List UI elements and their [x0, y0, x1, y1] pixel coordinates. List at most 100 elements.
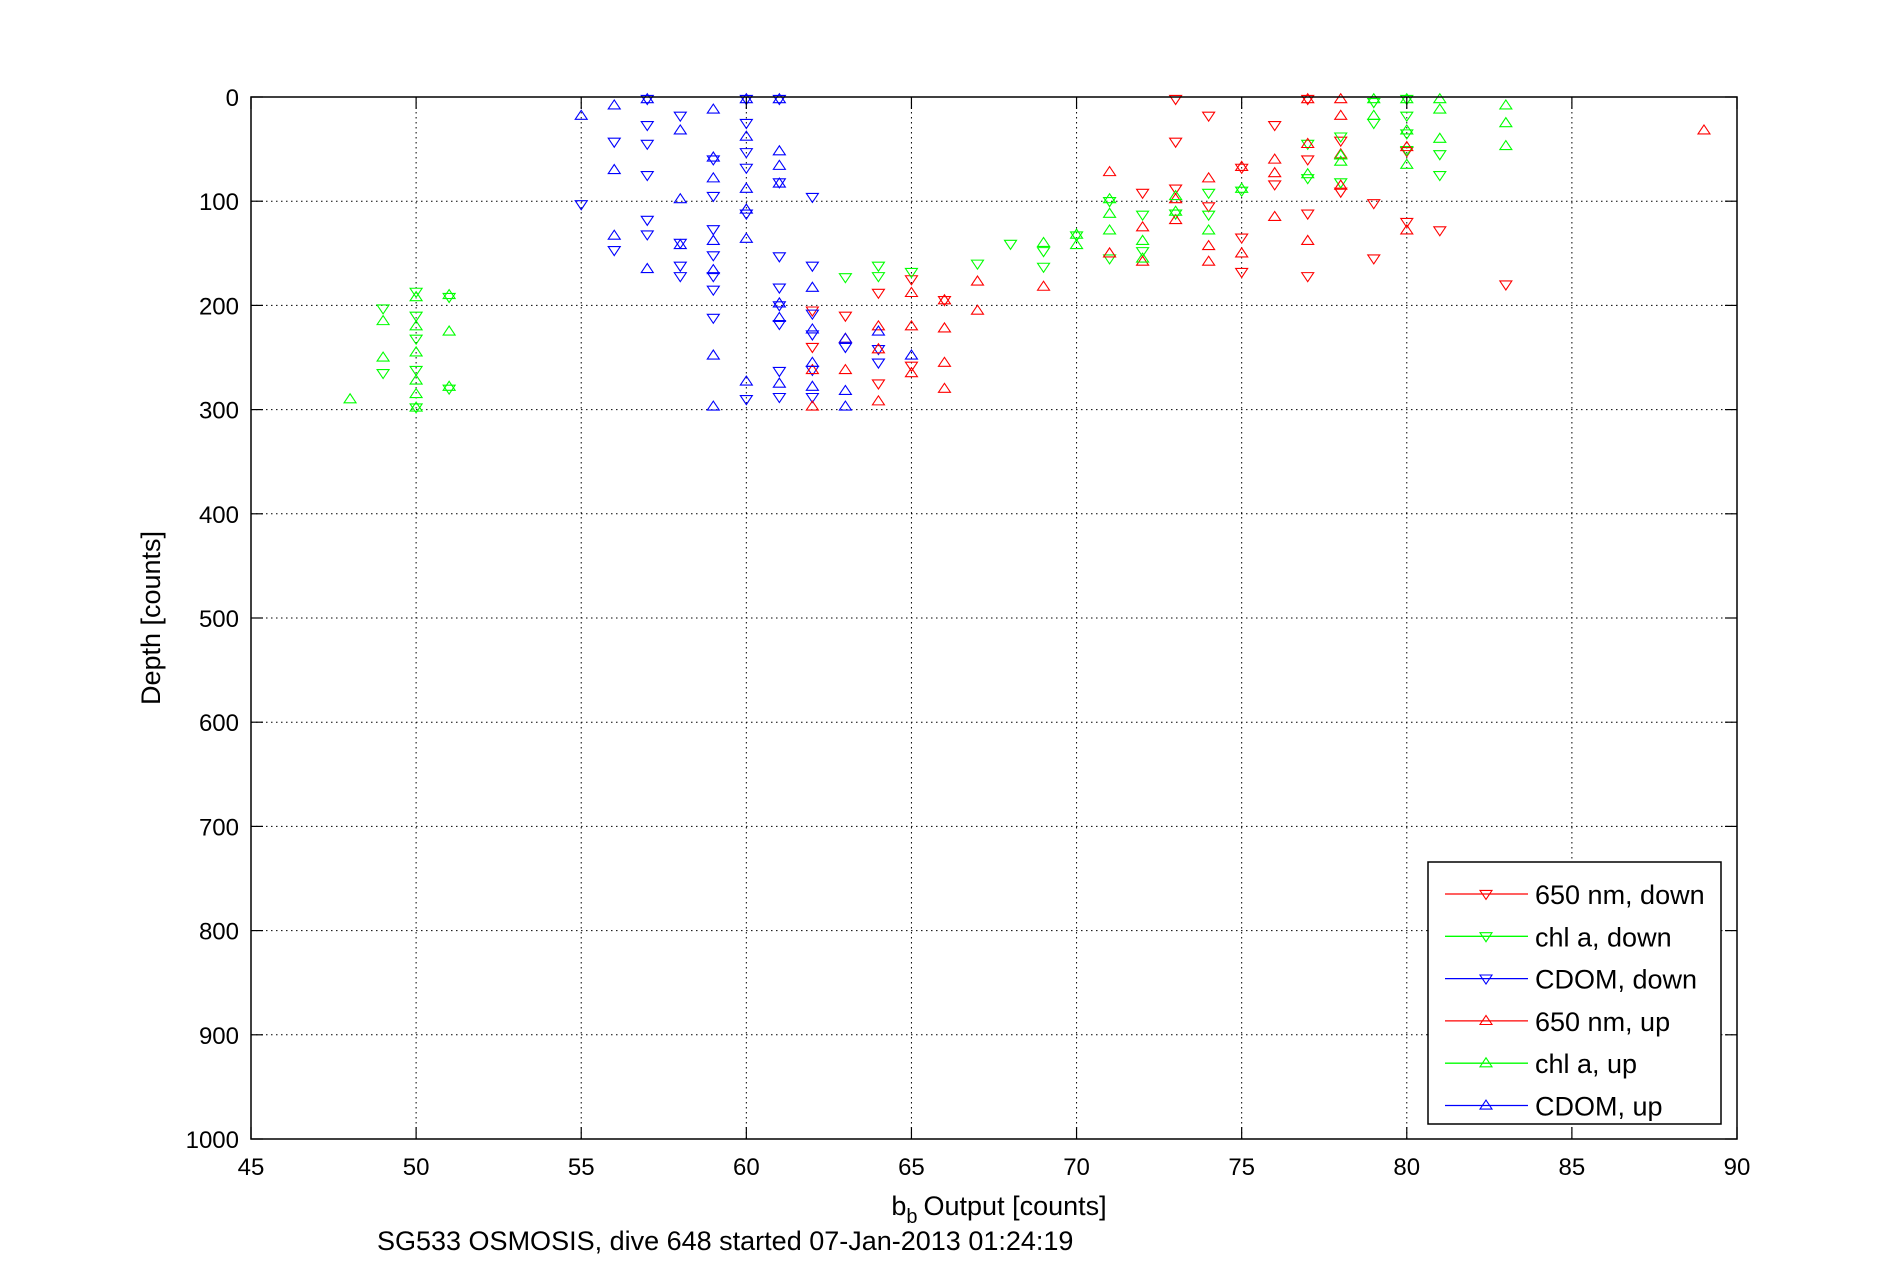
data-point [805, 400, 820, 411]
x-tick-label: 90 [1724, 1154, 1751, 1181]
data-point [805, 192, 820, 204]
legend-items: 650 nm, down chl a, down CDOM, down 650 nm,… [1445, 880, 1705, 1122]
data-point [1333, 92, 1348, 104]
data-point [1399, 158, 1414, 169]
data-point [970, 304, 985, 315]
x-tick-label: 65 [898, 1154, 925, 1181]
data-point [838, 273, 853, 284]
data-point [1036, 262, 1051, 274]
data-point [937, 356, 952, 367]
data-point [1333, 178, 1348, 189]
data-point [1234, 163, 1249, 175]
data-point [1201, 202, 1216, 213]
data-point [409, 334, 424, 346]
x-tick-label: 50 [403, 1154, 430, 1181]
data-point [706, 400, 721, 411]
data-point [772, 144, 787, 156]
data-point [1267, 180, 1282, 191]
data-point [739, 118, 754, 130]
data-point [640, 171, 655, 182]
y-tick-label: 200 [199, 293, 239, 320]
data-point [607, 246, 622, 257]
data-point [1267, 210, 1282, 221]
legend-label: CDOM, up [1535, 1092, 1663, 1122]
tick-labels: 45 50 55 60 65 70 75 80 85 9001002003004005006007… [186, 85, 1751, 1181]
data-point [673, 238, 688, 250]
y-axis-label: Depth [counts] [136, 531, 166, 705]
legend-box [1427, 861, 1722, 1125]
data-point [772, 320, 787, 331]
data-point [838, 363, 853, 375]
data-point [409, 387, 424, 399]
data-point [772, 377, 787, 388]
data-point [1102, 207, 1117, 218]
data-point [1102, 197, 1117, 208]
data-point [1267, 120, 1282, 132]
data-point [574, 109, 589, 120]
y-tick-label: 700 [199, 814, 239, 841]
data-point [1366, 254, 1381, 265]
data-point [1135, 247, 1150, 258]
data-point [1234, 233, 1249, 245]
data-point [409, 287, 424, 299]
data-point [871, 345, 886, 356]
data-point [1267, 166, 1282, 178]
data-point [1036, 280, 1051, 291]
data-point [1399, 140, 1414, 152]
data-point [706, 225, 721, 236]
x-tick-label: 80 [1393, 1154, 1420, 1181]
data-point [1399, 147, 1414, 158]
data-point [805, 392, 820, 404]
data-point [1168, 137, 1183, 149]
data-point [1234, 246, 1249, 258]
data-point [1168, 205, 1183, 216]
data-point [1201, 210, 1216, 222]
data-point [739, 209, 754, 221]
data-point [706, 155, 721, 166]
data-point [607, 163, 622, 175]
x-axis-label-text: Output [counts] [924, 1191, 1107, 1221]
data-point [1168, 94, 1183, 106]
data-point [838, 332, 853, 343]
data-point [706, 349, 721, 360]
y-tick-label: 1000 [186, 1127, 239, 1154]
data-point [838, 384, 853, 395]
data-point [904, 267, 919, 279]
y-tick-label: 300 [199, 398, 239, 425]
data-point [805, 356, 820, 367]
data-point [376, 314, 391, 326]
data-point [1201, 255, 1216, 266]
data-point [871, 342, 886, 354]
data-point [640, 139, 655, 151]
data-point [1135, 188, 1150, 200]
data-point [838, 342, 853, 354]
data-point [871, 379, 886, 390]
data-point [1366, 92, 1381, 104]
data-point [409, 311, 424, 323]
data-point [673, 192, 688, 204]
data-point [1234, 186, 1249, 198]
data-point [1333, 109, 1348, 120]
data-point [1102, 192, 1117, 204]
data-point [1333, 179, 1348, 190]
data-point [970, 275, 985, 286]
data-point [1135, 234, 1150, 245]
data-point [1432, 103, 1447, 114]
data-point [1300, 234, 1315, 245]
data-point [673, 261, 688, 273]
data-point [673, 272, 688, 283]
x-axis-label-prefix: b [891, 1191, 906, 1221]
legend-label: CDOM, down [1535, 965, 1697, 995]
data-point [706, 103, 721, 114]
legend-marker [1478, 1099, 1494, 1110]
data-point [1069, 228, 1084, 239]
data-point [706, 151, 721, 162]
y-tick-label: 600 [199, 710, 239, 737]
data-point [442, 288, 457, 300]
data-point [1432, 92, 1447, 104]
data-point [805, 261, 820, 273]
data-point [772, 296, 787, 308]
data-point [970, 259, 985, 271]
data-point [904, 349, 919, 360]
data-point [442, 325, 457, 336]
